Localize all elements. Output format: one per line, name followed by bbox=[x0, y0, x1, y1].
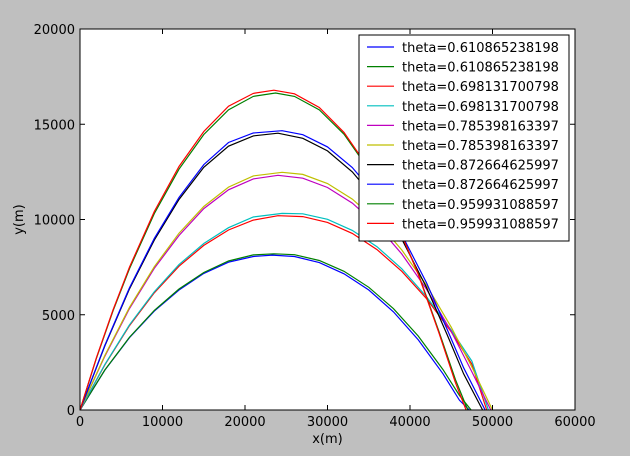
legend-entry-label: theta=0.698131700798 bbox=[402, 80, 559, 95]
y-tick-label: 5000 bbox=[42, 309, 75, 324]
legend-entry-label: theta=0.610865238198 bbox=[402, 61, 559, 76]
y-axis-label: y(m) bbox=[12, 204, 27, 235]
y-tick-labels: 0 5000 10000 15000 20000 bbox=[34, 23, 75, 419]
series-layer bbox=[79, 89, 494, 411]
series-line-2 bbox=[79, 253, 472, 411]
y-tick-label: 20000 bbox=[34, 23, 75, 38]
series-line-8 bbox=[79, 130, 486, 411]
series-line-3 bbox=[79, 215, 488, 411]
legend-entry-label: theta=0.698131700798 bbox=[402, 100, 559, 115]
legend-entry-label: theta=0.872664625997 bbox=[402, 178, 559, 193]
x-tick-labels: 0 10000 20000 30000 40000 50000 60000 bbox=[76, 415, 596, 430]
legend-entry-label: theta=0.872664625997 bbox=[402, 159, 559, 174]
x-tick-label: 0 bbox=[76, 415, 84, 430]
y-tick-label: 15000 bbox=[34, 118, 75, 133]
series-line-7 bbox=[79, 132, 484, 411]
series-line-10 bbox=[79, 89, 467, 411]
legend-entry-label: theta=0.959931088597 bbox=[402, 217, 559, 232]
series-line-4 bbox=[79, 212, 489, 411]
y-tick-label: 10000 bbox=[34, 214, 75, 229]
x-tick-label: 40000 bbox=[389, 415, 430, 430]
x-tick-label: 50000 bbox=[472, 415, 513, 430]
x-tick-label: 30000 bbox=[307, 415, 348, 430]
x-tick-label: 20000 bbox=[224, 415, 265, 430]
legend-entry-label: theta=0.610865238198 bbox=[402, 41, 559, 56]
legend-entry-label: theta=0.785398163397 bbox=[402, 119, 559, 134]
legend-entry-label: theta=0.959931088597 bbox=[402, 198, 559, 213]
x-axis-label: x(m) bbox=[312, 432, 343, 447]
legend: theta=0.610865238198 theta=0.610865238198… bbox=[358, 34, 570, 242]
x-tick-label: 10000 bbox=[142, 415, 183, 430]
legend-entry-label: theta=0.785398163397 bbox=[402, 139, 559, 154]
legend-box bbox=[358, 34, 570, 242]
x-tick-label: 60000 bbox=[554, 415, 595, 430]
y-tick-label: 0 bbox=[67, 404, 75, 419]
tick-layer bbox=[79, 28, 576, 411]
